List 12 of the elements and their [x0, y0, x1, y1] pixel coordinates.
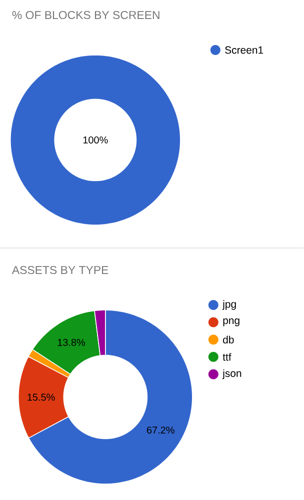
- chart-title: ASSETS BY TYPE: [12, 266, 108, 274]
- data-label: 100%: [84, 136, 108, 144]
- legend-label: Screen1: [225, 46, 264, 54]
- legend-label: db: [223, 336, 234, 344]
- data-label: 15.5%: [28, 394, 55, 401]
- chart-title: % OF BLOCKS BY SCREEN: [12, 10, 160, 20]
- legend-label: ttf: [222, 353, 232, 361]
- data-label: 13.8%: [58, 338, 86, 346]
- legend-label: jpg: [222, 300, 236, 310]
- data-label: 67.2%: [147, 426, 174, 434]
- legend-label: png: [223, 318, 240, 326]
- legend-label: json: [222, 369, 242, 380]
